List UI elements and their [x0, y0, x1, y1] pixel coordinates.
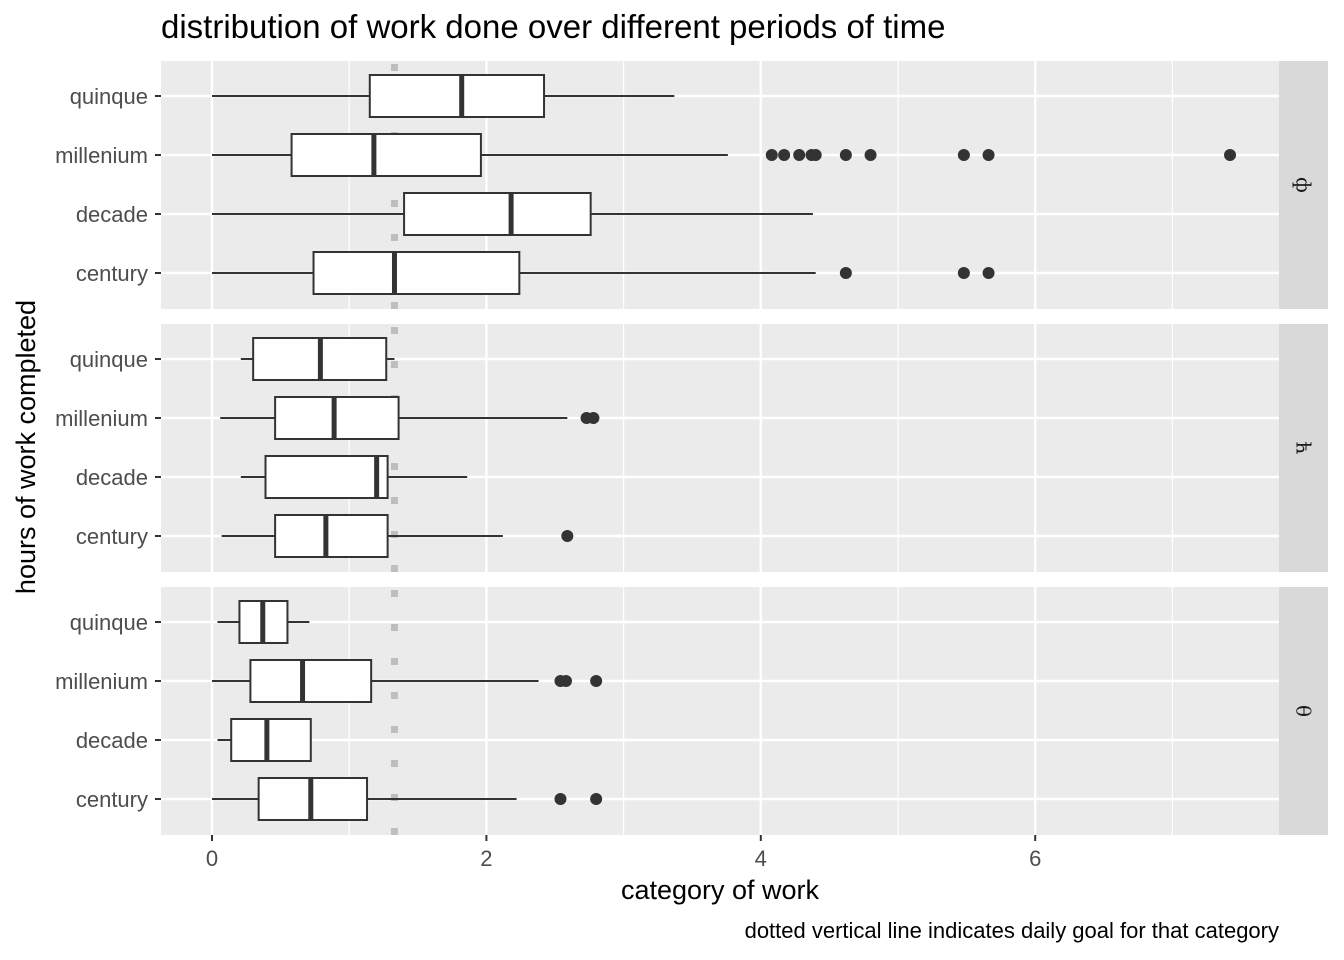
x-tick-label: 0 [206, 846, 218, 871]
y-tick-label: century [76, 261, 148, 286]
facet-panel: quinque millenium decade century ф [55, 61, 1328, 309]
y-tick-label: decade [76, 465, 148, 490]
box-decade [217, 718, 312, 762]
facet-panel: quinque millenium decade century θ [55, 587, 1328, 835]
box-decade [212, 192, 813, 236]
box-millenium [212, 133, 1237, 177]
y-tick-label: millenium [55, 143, 148, 168]
box-millenium [212, 659, 603, 703]
outlier-point [839, 267, 852, 279]
x-tick-label: 2 [480, 846, 492, 871]
chart-caption: dotted vertical line indicates daily goa… [745, 918, 1279, 943]
outlier-point [957, 149, 970, 161]
outlier-point [809, 149, 822, 161]
y-tick-label: decade [76, 728, 148, 753]
facet-panel: quinque millenium decade century ћ [55, 324, 1328, 572]
facet-strip-label: ћ [1292, 442, 1316, 455]
outlier-point [590, 675, 603, 687]
outlier-point [982, 149, 995, 161]
iqr-box [249, 659, 373, 703]
box-quinque [217, 600, 310, 644]
box-quinque [212, 74, 675, 118]
outlier-point [864, 149, 877, 161]
iqr-box [274, 514, 389, 558]
outlier-point [765, 149, 778, 161]
box-century [212, 777, 603, 821]
y-tick-label: century [76, 787, 148, 812]
facet-strip [1279, 587, 1328, 835]
box-decade [240, 455, 468, 499]
outlier-point [957, 267, 970, 279]
outlier-point [778, 149, 791, 161]
iqr-box [264, 455, 389, 499]
x-axis: 0 2 4 6 [206, 835, 1041, 871]
outlier-point [559, 675, 572, 687]
iqr-box [403, 192, 592, 236]
y-tick-label: millenium [55, 406, 148, 431]
x-axis-title: category of work [621, 875, 820, 905]
facet-strip-label: ф [1292, 177, 1316, 193]
facet-strip [1279, 324, 1328, 572]
iqr-box [368, 74, 546, 118]
y-tick-label: quinque [70, 610, 148, 635]
x-tick-label: 4 [755, 846, 767, 871]
outlier-point [561, 530, 574, 542]
iqr-box [290, 133, 482, 177]
y-tick-label: quinque [70, 347, 148, 372]
iqr-box [230, 718, 312, 762]
outlier-point [839, 149, 852, 161]
facet-strip [1279, 61, 1328, 309]
iqr-box [312, 251, 521, 295]
y-tick-label: quinque [70, 84, 148, 109]
outlier-point [587, 412, 600, 424]
box-quinque [240, 337, 395, 381]
outlier-point [982, 267, 995, 279]
outlier-point [793, 149, 806, 161]
box-millenium [220, 396, 600, 440]
outlier-point [1224, 149, 1237, 161]
y-tick-label: millenium [55, 669, 148, 694]
box-century [221, 514, 574, 558]
x-tick-label: 6 [1029, 846, 1041, 871]
iqr-box [274, 396, 400, 440]
facet-strip-label: θ [1292, 705, 1316, 717]
box-century [212, 251, 995, 295]
y-tick-label: decade [76, 202, 148, 227]
outlier-point [554, 793, 567, 805]
y-tick-label: century [76, 524, 148, 549]
facet-panels: quinque millenium decade century ф quinque mil… [55, 61, 1328, 835]
outlier-point [590, 793, 603, 805]
chart-title: distribution of work done over different… [161, 8, 945, 45]
y-axis-title: hours of work completed [11, 300, 41, 594]
